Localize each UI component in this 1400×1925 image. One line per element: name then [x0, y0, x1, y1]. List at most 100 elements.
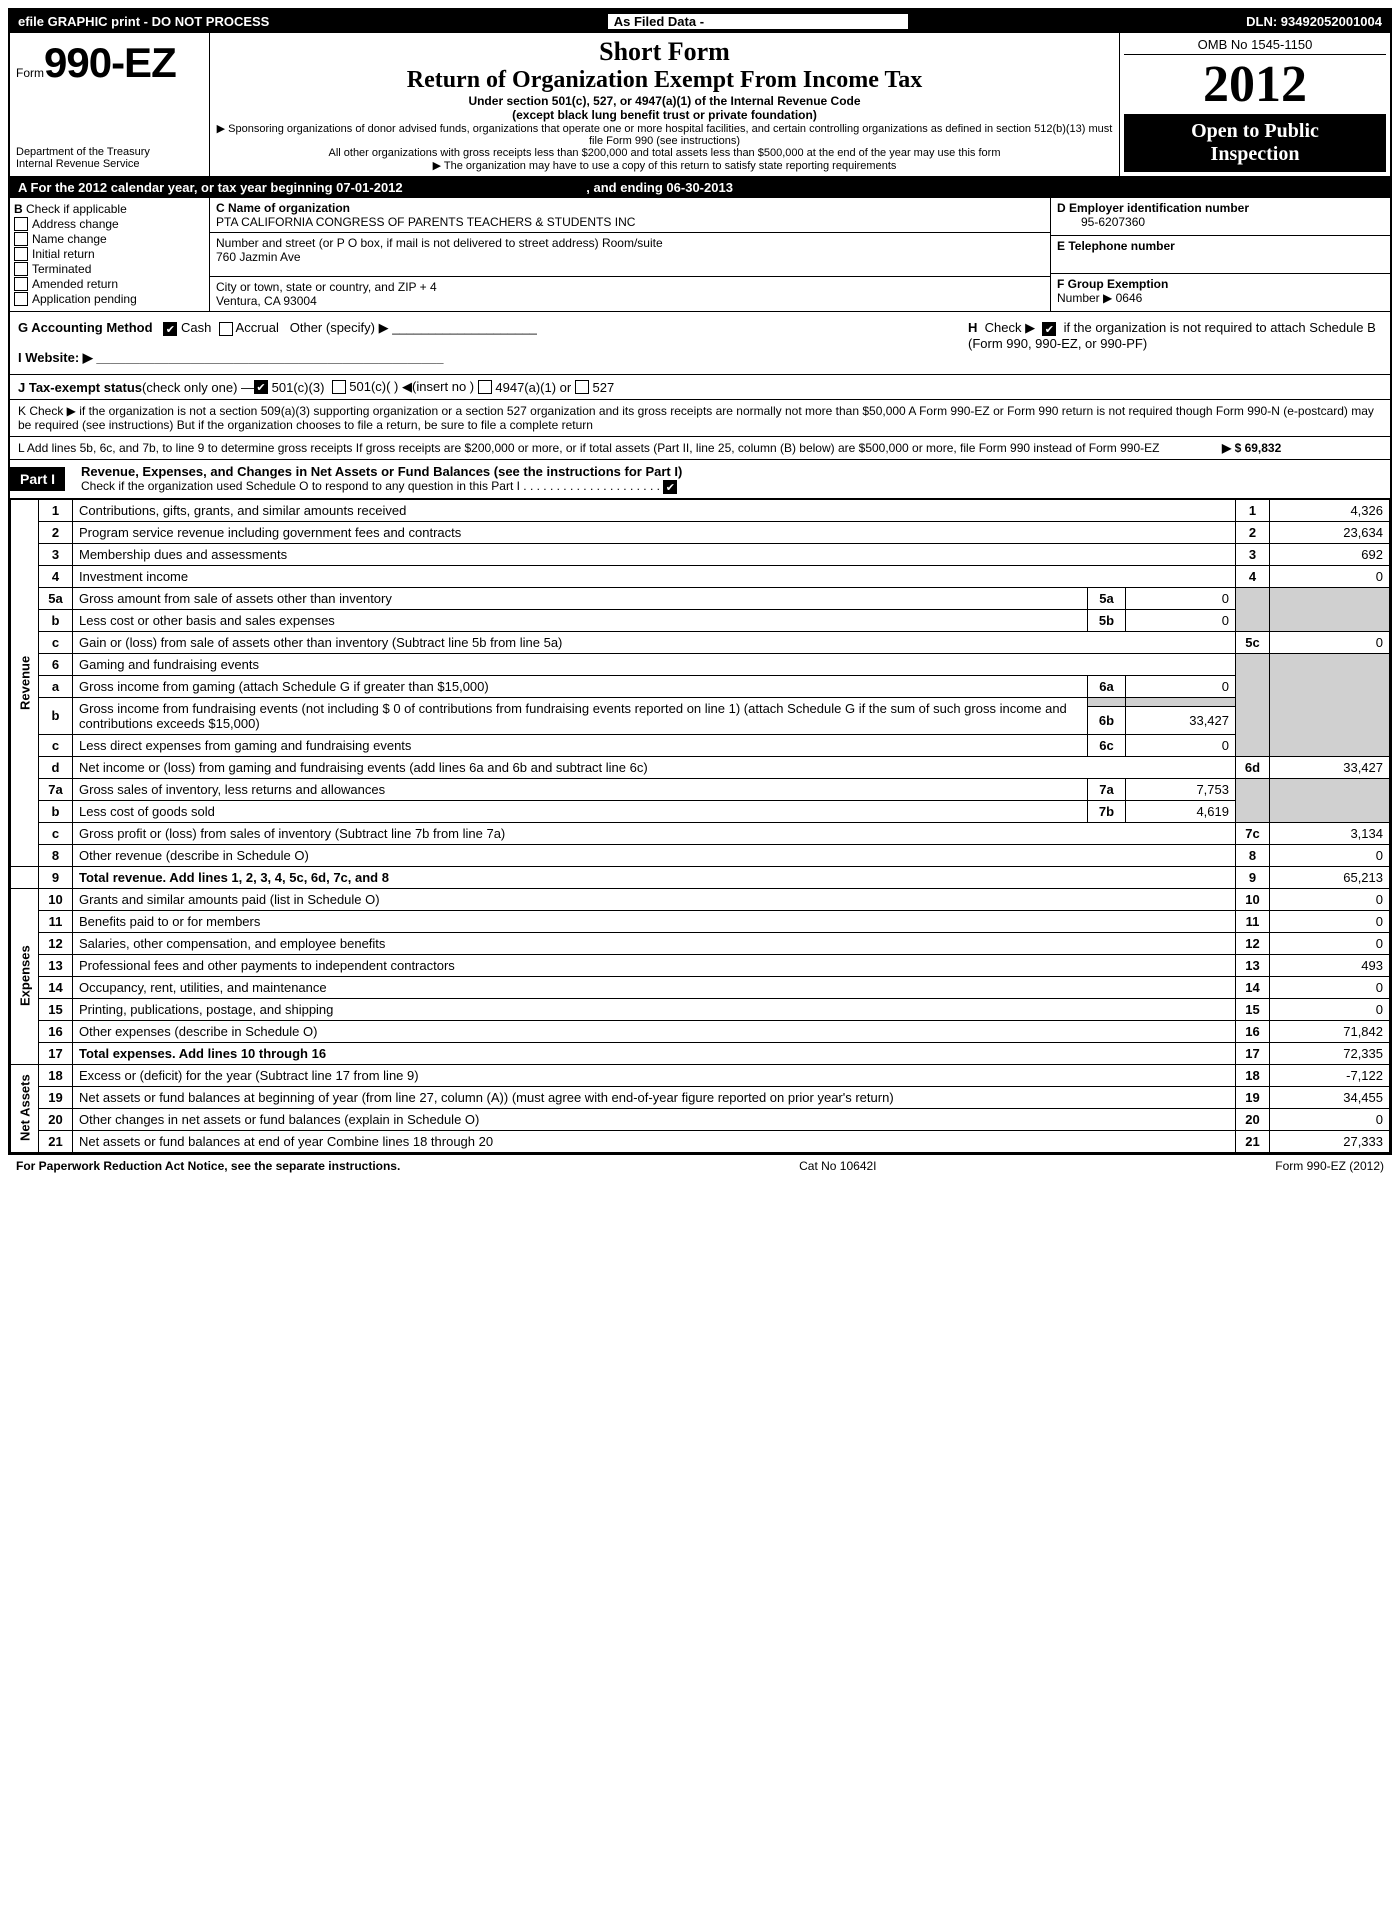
chk-accrual[interactable] [219, 322, 233, 336]
l15-rn: 15 [1236, 998, 1270, 1020]
l13-val: 493 [1270, 954, 1390, 976]
l5a-label: Gross amount from sale of assets other t… [73, 587, 1088, 609]
l15-val: 0 [1270, 998, 1390, 1020]
j-opt4: 527 [593, 380, 615, 395]
ein: 95-6207360 [1057, 215, 1384, 229]
l6d-label: Net income or (loss) from gaming and fun… [73, 756, 1236, 778]
footer-mid: Cat No 10642I [799, 1159, 876, 1173]
l12-n: 12 [39, 932, 73, 954]
l3-rn: 3 [1236, 543, 1270, 565]
section-def: D Employer identification number 95-6207… [1050, 198, 1390, 311]
j-row: J Tax-exempt status (check only one) — ✔… [10, 375, 1390, 400]
l19-rn: 19 [1236, 1086, 1270, 1108]
footer-left: For Paperwork Reduction Act Notice, see … [16, 1159, 400, 1173]
chk-cash[interactable]: ✔ [163, 322, 177, 336]
tax-year: 2012 [1124, 55, 1386, 114]
l16-rn: 16 [1236, 1020, 1270, 1042]
l5c-rn: 5c [1236, 631, 1270, 653]
cal-begin: A For the 2012 calendar year, or tax yea… [18, 180, 403, 195]
section-b: B Check if applicable Address change Nam… [10, 198, 210, 311]
l8-label: Other revenue (describe in Schedule O) [73, 844, 1236, 866]
lbl-address-change: Address change [32, 217, 119, 231]
l6c-midval: 0 [1126, 734, 1236, 756]
l8-n: 8 [39, 844, 73, 866]
k-text: K Check ▶ if the organization is not a s… [10, 400, 1390, 437]
l6c-mid: 6c [1088, 734, 1126, 756]
l7c-label: Gross profit or (loss) from sales of inv… [73, 822, 1236, 844]
l7b-label: Less cost of goods sold [73, 800, 1088, 822]
l18-n: 18 [39, 1064, 73, 1086]
part1-sub: Check if the organization used Schedule … [81, 479, 660, 493]
open-pub-1: Open to Public [1130, 120, 1380, 143]
part1-title: Revenue, Expenses, and Changes in Net As… [73, 464, 1382, 479]
chk-4947[interactable] [478, 380, 492, 394]
l1-rn: 1 [1236, 499, 1270, 521]
l20-rn: 20 [1236, 1108, 1270, 1130]
org-name: PTA CALIFORNIA CONGRESS OF PARENTS TEACH… [216, 215, 1044, 229]
l21-val: 27,333 [1270, 1130, 1390, 1152]
l20-val: 0 [1270, 1108, 1390, 1130]
year-box: OMB No 1545-1150 2012 Open to Public Ins… [1120, 33, 1390, 176]
j-label: J Tax-exempt status [18, 380, 142, 395]
l16-val: 71,842 [1270, 1020, 1390, 1042]
topbar-left: efile GRAPHIC print - DO NOT PROCESS [18, 14, 269, 29]
i-row: I Website: ▶ ___________________________… [18, 350, 952, 366]
sub1: Under section 501(c), 527, or 4947(a)(1)… [216, 94, 1113, 108]
l7c-val: 3,134 [1270, 822, 1390, 844]
open-public: Open to Public Inspection [1124, 114, 1386, 172]
chk-schedule-o[interactable]: ✔ [663, 480, 677, 494]
l10-rn: 10 [1236, 888, 1270, 910]
l3-label: Membership dues and assessments [73, 543, 1236, 565]
l6b-mid: 6b [1088, 706, 1126, 734]
lbl-pending: Application pending [32, 292, 137, 306]
omb-number: OMB No 1545-1150 [1124, 37, 1386, 55]
l13-n: 13 [39, 954, 73, 976]
revenue-label: Revenue [11, 499, 39, 866]
chk-527[interactable] [575, 380, 589, 394]
c-label: C Name of organization [216, 201, 1044, 215]
l6-n: 6 [39, 653, 73, 675]
l11-rn: 11 [1236, 910, 1270, 932]
l5a-midval: 0 [1126, 587, 1236, 609]
l6c-n: c [39, 734, 73, 756]
chk-initial-return[interactable] [14, 247, 28, 261]
l7a-label: Gross sales of inventory, less returns a… [73, 778, 1088, 800]
l11-n: 11 [39, 910, 73, 932]
l6a-mid: 6a [1088, 675, 1126, 697]
l19-val: 34,455 [1270, 1086, 1390, 1108]
l7-gray [1236, 778, 1270, 822]
netassets-label: Net Assets [11, 1064, 39, 1152]
l15-n: 15 [39, 998, 73, 1020]
l1-label: Contributions, gifts, grants, and simila… [73, 499, 1236, 521]
l15-label: Printing, publications, postage, and shi… [73, 998, 1236, 1020]
l10-label: Grants and similar amounts paid (list in… [73, 888, 1236, 910]
l18-val: -7,122 [1270, 1064, 1390, 1086]
l7a-n: 7a [39, 778, 73, 800]
l-amount: ▶ $ 69,832 [1222, 441, 1382, 455]
l1-n: 1 [39, 499, 73, 521]
chk-501c3[interactable]: ✔ [254, 380, 268, 394]
l7b-midval: 4,619 [1126, 800, 1236, 822]
l18-rn: 18 [1236, 1064, 1270, 1086]
h-col: H Check ▶ ✔ if the organization is not r… [960, 312, 1390, 374]
d-label: D Employer identification number [1057, 201, 1384, 215]
b-text: Check if applicable [26, 202, 127, 216]
chk-h[interactable]: ✔ [1042, 322, 1056, 336]
l6a-midval: 0 [1126, 675, 1236, 697]
part1-badge: Part I [10, 467, 65, 491]
l7-gray-val [1270, 778, 1390, 822]
l6c-label: Less direct expenses from gaming and fun… [73, 734, 1088, 756]
chk-name-change[interactable] [14, 232, 28, 246]
l6b-gray [1088, 697, 1126, 706]
l6-gray [1236, 653, 1270, 756]
chk-address-change[interactable] [14, 217, 28, 231]
chk-amended[interactable] [14, 277, 28, 291]
l13-rn: 13 [1236, 954, 1270, 976]
l8-val: 0 [1270, 844, 1390, 866]
chk-terminated[interactable] [14, 262, 28, 276]
chk-pending[interactable] [14, 292, 28, 306]
lbl-amended: Amended return [32, 277, 118, 291]
chk-501c[interactable] [332, 380, 346, 394]
l11-label: Benefits paid to or for members [73, 910, 1236, 932]
lbl-name-change: Name change [32, 232, 107, 246]
